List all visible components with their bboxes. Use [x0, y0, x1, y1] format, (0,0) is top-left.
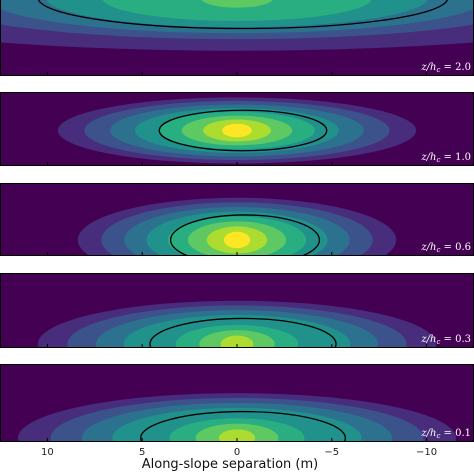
contour-line: [149, 317, 337, 348]
panel-label: z/hc = 0.3: [420, 334, 471, 346]
contour-line: [158, 109, 328, 152]
panel-label: z/hc = 0.1: [420, 428, 471, 440]
x-tick-label: −5: [324, 447, 339, 458]
x-tick-label: −10: [416, 447, 437, 458]
x-tick-label: 5: [139, 447, 145, 458]
contour-line: [169, 214, 321, 256]
contour-line: [140, 410, 346, 442]
panel-3: z/hc = 0.6: [0, 183, 474, 256]
contour-fill-level-8: [218, 429, 256, 442]
panel-label: z/hc = 0.6: [420, 242, 471, 254]
panel-1: z/hc = 2.0: [0, 0, 474, 76]
contour-fill-level-8: [222, 123, 252, 138]
contour-fill-level-8: [220, 335, 254, 348]
x-tick-label: 0: [234, 447, 240, 458]
contour-fill-level-8: [223, 231, 251, 249]
panel-label: z/hc = 2.0: [420, 62, 471, 74]
x-axis-label: Along-slope separation (m): [142, 457, 319, 472]
x-axis: 10 5 0 −5 −10: [41, 447, 437, 458]
panel-5: z/hc = 0.1: [0, 364, 474, 442]
x-tick-label: 10: [41, 447, 54, 458]
panel-2: z/hc = 1.0: [0, 92, 474, 166]
contour-line: [38, 0, 448, 30]
contour-fill-level-8: [201, 0, 273, 8]
panel-label: z/hc = 1.0: [420, 152, 471, 164]
panel-4: z/hc = 0.3: [0, 273, 474, 348]
